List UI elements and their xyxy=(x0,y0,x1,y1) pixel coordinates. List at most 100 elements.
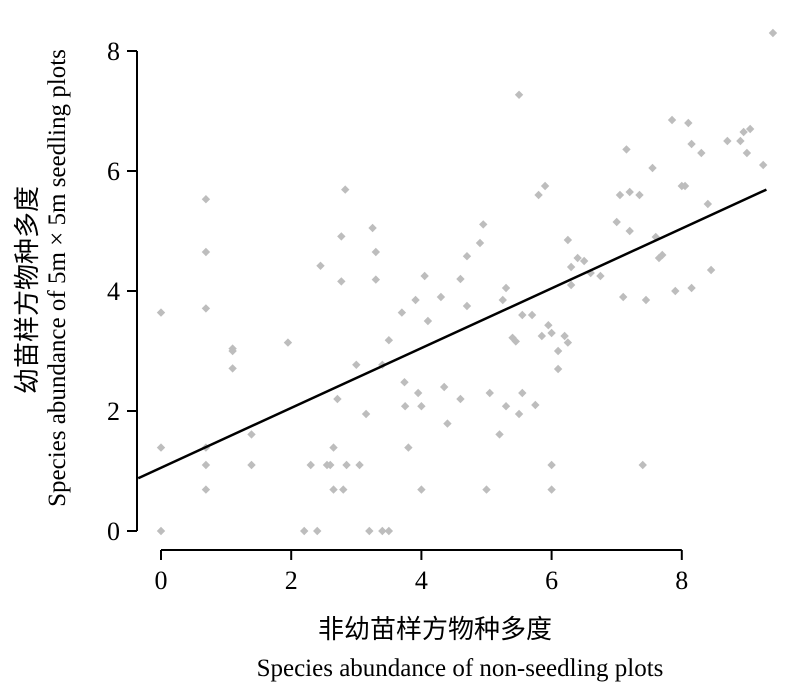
data-point xyxy=(201,460,211,470)
data-point xyxy=(371,275,381,284)
data-point xyxy=(671,286,680,296)
data-point xyxy=(355,460,364,470)
data-point xyxy=(680,181,690,191)
data-point xyxy=(283,338,293,347)
data-point xyxy=(316,261,325,270)
data-point xyxy=(156,443,166,452)
data-point xyxy=(333,394,342,404)
data-point xyxy=(201,304,211,313)
data-point xyxy=(540,181,550,191)
data-point xyxy=(247,430,256,439)
data-point xyxy=(547,485,556,494)
data-point xyxy=(563,235,573,245)
data-point xyxy=(658,250,667,260)
data-point xyxy=(201,247,211,257)
data-point xyxy=(361,409,371,419)
data-point xyxy=(706,265,716,275)
data-point xyxy=(612,217,621,227)
data-point xyxy=(625,187,634,197)
data-point xyxy=(703,199,713,209)
data-point xyxy=(501,402,511,411)
data-point xyxy=(420,271,429,281)
data-point xyxy=(400,378,409,387)
data-point xyxy=(156,526,166,536)
data-point xyxy=(456,394,465,404)
data-point xyxy=(339,485,348,494)
data-point xyxy=(417,402,426,411)
data-point xyxy=(247,460,256,470)
data-point xyxy=(436,292,446,302)
data-point xyxy=(411,295,420,305)
data-point xyxy=(300,526,309,536)
data-point xyxy=(228,364,237,373)
data-point xyxy=(462,301,472,311)
data-point xyxy=(566,262,576,272)
data-point xyxy=(758,160,768,170)
y-tick-label: 8 xyxy=(107,37,120,66)
data-point xyxy=(537,331,547,341)
data-point xyxy=(518,388,527,398)
data-point xyxy=(518,310,527,320)
data-point xyxy=(547,328,556,338)
data-point xyxy=(596,271,605,281)
data-point xyxy=(485,388,494,398)
y-axis-label-cn: 幼苗样方物种多度 xyxy=(13,186,42,394)
data-point xyxy=(501,283,511,293)
data-points xyxy=(156,28,778,536)
x-tick-label: 8 xyxy=(675,566,688,595)
data-point xyxy=(352,360,361,369)
data-point xyxy=(329,485,338,494)
x-axis-label-cn: 非幼苗样方物种多度 xyxy=(318,615,552,644)
data-point xyxy=(579,256,589,266)
y-tick-label: 4 xyxy=(107,277,120,306)
data-point xyxy=(534,190,543,200)
data-point xyxy=(495,430,504,439)
data-point xyxy=(413,388,423,398)
data-point xyxy=(723,136,732,146)
data-point xyxy=(423,316,433,326)
data-point xyxy=(443,419,452,428)
data-point xyxy=(384,336,394,345)
regression-line xyxy=(137,188,767,480)
data-point xyxy=(742,148,752,158)
data-point xyxy=(508,333,517,342)
data-point xyxy=(553,346,563,356)
regression-line-group xyxy=(137,188,767,480)
data-point xyxy=(482,485,491,494)
data-point xyxy=(553,364,563,374)
data-point xyxy=(625,226,634,236)
data-point xyxy=(365,526,374,536)
data-point xyxy=(687,283,696,293)
y-axis-label-en: Species abundance of 5m × 5m seedling pl… xyxy=(44,49,71,507)
data-point xyxy=(638,460,647,470)
data-point xyxy=(337,277,346,286)
data-point xyxy=(371,247,381,257)
data-point xyxy=(329,443,338,452)
data-point xyxy=(641,295,651,305)
x-tick-label: 2 xyxy=(285,566,298,595)
data-point xyxy=(560,331,569,341)
data-point xyxy=(306,460,315,470)
x-axis-label-en: Species abundance of non-seedling plots xyxy=(257,655,664,682)
data-point xyxy=(739,127,748,137)
data-point xyxy=(479,220,488,229)
data-point xyxy=(514,409,524,419)
data-point xyxy=(563,338,573,347)
data-point xyxy=(619,292,628,302)
data-point xyxy=(439,382,449,392)
data-point xyxy=(511,337,520,346)
data-point xyxy=(326,460,335,470)
data-point xyxy=(400,402,410,411)
data-point xyxy=(404,443,413,452)
data-point xyxy=(544,321,553,330)
data-point xyxy=(684,118,693,128)
data-point xyxy=(615,190,625,200)
data-point xyxy=(156,308,166,317)
x-tick-label: 4 xyxy=(415,566,428,595)
data-point xyxy=(736,136,745,146)
y-tick-label: 2 xyxy=(107,397,120,426)
y-tick-label: 0 xyxy=(107,517,120,546)
data-point xyxy=(745,124,755,134)
data-point xyxy=(368,223,377,233)
